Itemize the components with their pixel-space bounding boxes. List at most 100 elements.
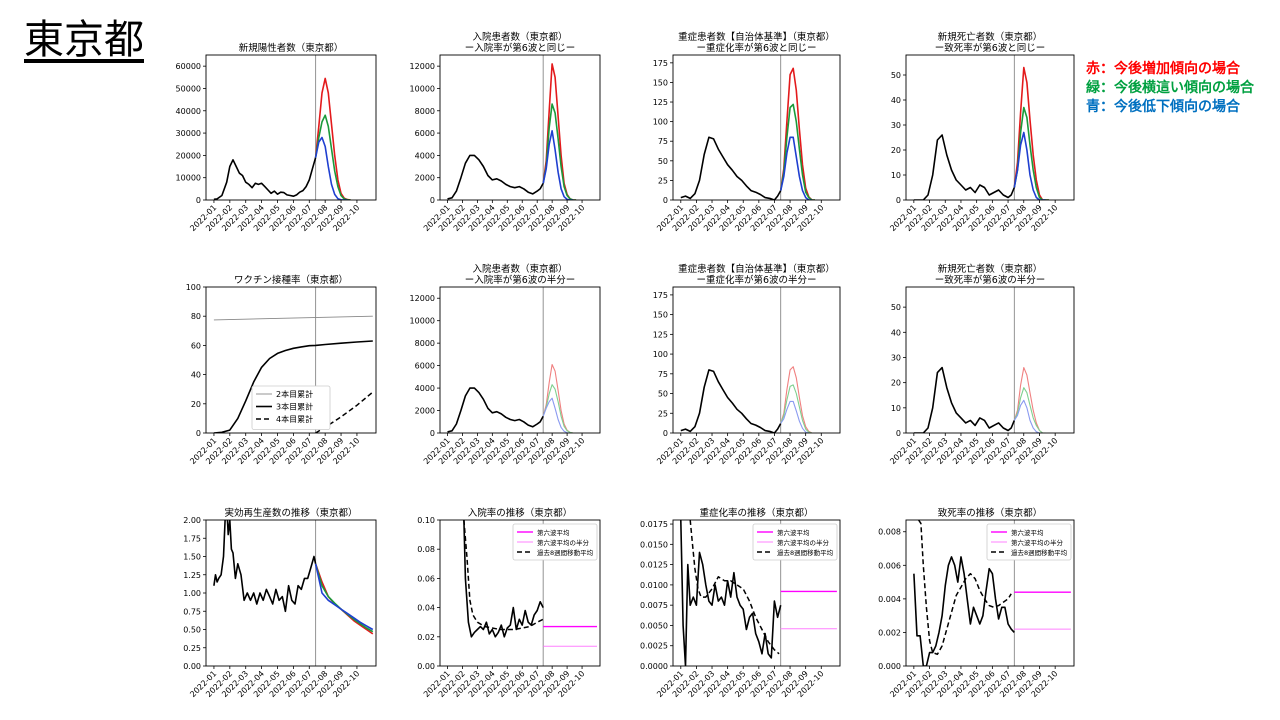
y-tick-label: 10000 — [410, 84, 435, 93]
y-tick-label: 10000 — [176, 174, 201, 183]
chart-title-line: ー入院率が第6波の半分ー — [465, 274, 576, 286]
y-tick-label: 0 — [430, 429, 435, 438]
chart-hosp_half: 入院患者数（東京都）ー入院率が第6波の半分ー 0 2000 4000 6000 8000 1… — [410, 263, 601, 466]
plot-frame — [439, 286, 601, 434]
y-tick-label: 50 — [658, 390, 668, 399]
y-tick-label: 0.0175 — [640, 520, 668, 529]
series-line-actual — [680, 369, 782, 433]
y-tick-label: 60000 — [176, 62, 201, 71]
chart-legend — [251, 385, 331, 430]
y-tick-label: 100 — [653, 118, 668, 127]
series-group — [447, 363, 574, 433]
y-tick-label: 0.004 — [878, 595, 901, 604]
plot-frame — [672, 519, 841, 667]
series-line-blue — [1013, 131, 1046, 200]
y-tick-label: 25 — [658, 409, 668, 418]
chart-legend — [512, 523, 598, 561]
chart-hosp_rate: 入院率の推移（東京都）0.000.020.040.060.080.102022-… — [417, 507, 601, 699]
chart-title-line: ー重症化率が第6波と同じー — [696, 42, 816, 54]
series-group — [680, 520, 837, 666]
y-tick-label: 100 — [653, 350, 668, 359]
y-tick-label: 10 — [891, 171, 901, 180]
y-tick-label: 40 — [191, 371, 201, 380]
series-line-actual — [447, 154, 544, 200]
y-tick-label: 0.0050 — [640, 621, 668, 630]
series-line-actual — [680, 520, 782, 666]
series-line-actual — [680, 136, 782, 200]
y-tick-label: 4000 — [415, 384, 435, 393]
y-tick-label: 20 — [191, 400, 201, 409]
chart-title-line: ー重症化率が第6波の半分ー — [696, 274, 816, 286]
y-tick-label: 40000 — [176, 107, 201, 116]
chart-vacc: ワクチン接種率（東京都）0204060801002022-012022-0220… — [186, 274, 377, 466]
chart-title-line: 新規死亡者数（東京都） — [938, 31, 1043, 43]
chart-title-line: 重症患者数【自治体基準】（東京都） — [678, 31, 835, 43]
series-group — [213, 520, 374, 635]
y-tick-label: 0.00 — [417, 662, 435, 671]
y-tick-label: 0.02 — [417, 633, 435, 642]
chart-death: 新規死亡者数（東京都）ー致死率が第6波と同じー010203040502022-0… — [888, 31, 1075, 233]
y-tick-label: 150 — [653, 78, 668, 87]
series-group — [213, 315, 374, 433]
series-line-dashed — [463, 520, 544, 631]
y-tick-label: 125 — [653, 330, 668, 339]
y-tick-label: 0.04 — [417, 604, 435, 613]
plot-frame — [205, 54, 377, 201]
series-line-actual — [463, 520, 544, 638]
y-tick-label: 80 — [191, 312, 201, 321]
series-line-red — [314, 563, 374, 635]
series-line-green — [1013, 106, 1049, 200]
y-tick-label: 0 — [896, 429, 901, 438]
chart-death_half: 新規死亡者数（東京都）ー致死率が第6波の半分ー010203040502022-0… — [888, 263, 1075, 466]
y-tick-label: 100 — [186, 283, 201, 292]
series-group — [680, 366, 813, 433]
chart-death_rate: 致死率の推移（東京都）0.0000.0020.0040.0060.0082022… — [878, 507, 1075, 699]
series-line-actual — [447, 387, 544, 433]
y-tick-label: 0.08 — [417, 545, 435, 554]
chart-title-line: ワクチン接種率（東京都） — [234, 274, 348, 286]
y-tick-label: 50 — [891, 71, 901, 80]
chart-legend — [752, 523, 838, 561]
legend-label: 2本目累計 — [276, 389, 313, 399]
y-tick-label: 0 — [196, 429, 201, 438]
series-group — [913, 66, 1049, 200]
series-line-actual — [213, 157, 317, 200]
y-tick-label: 50 — [891, 303, 901, 312]
y-tick-label: 10000 — [410, 317, 435, 326]
y-tick-label: 1.00 — [183, 589, 201, 598]
y-tick-label: 0.0125 — [640, 561, 668, 570]
series-line-green_thin — [780, 384, 813, 433]
y-tick-label: 60 — [191, 341, 201, 350]
y-tick-label: 2.00 — [183, 516, 201, 525]
y-tick-label: 1.25 — [183, 571, 201, 580]
series-group — [680, 67, 815, 200]
series-line-green — [314, 563, 374, 633]
y-tick-label: 0.002 — [878, 628, 901, 637]
y-tick-label: 6000 — [415, 362, 435, 371]
legend-red-text: 赤：今後増加傾向の場合 — [1086, 61, 1240, 77]
y-tick-label: 6000 — [415, 129, 435, 138]
plot-frame — [905, 519, 1075, 667]
chart-title-line: 新規陽性者数（東京都） — [239, 42, 344, 54]
plot-frame — [672, 286, 841, 434]
series-line-gray — [213, 315, 373, 321]
series-line-green_thin — [1013, 387, 1046, 433]
chart-title-line: ー入院率が第6波と同じー — [465, 42, 576, 54]
y-tick-label: 0.0150 — [640, 540, 668, 549]
legend-label: 過去8週間移動平均 — [537, 548, 594, 557]
series-line-blue — [779, 136, 812, 200]
y-tick-label: 4000 — [415, 151, 435, 160]
legend-label: 第六波平均の半分 — [537, 538, 590, 547]
scenario-legend: 赤：今後増加傾向の場合 緑：今後横這い傾向の場合 青：今後低下傾向の場合 — [1086, 60, 1254, 117]
series-group — [913, 366, 1046, 433]
plot-frame — [205, 519, 377, 667]
legend-green-text: 緑：今後横這い傾向の場合 — [1086, 80, 1254, 96]
chart-hosp: 入院患者数（東京都）ー入院率が第6波と同じー 0 2000 4000 6000 8000 1… — [410, 31, 601, 233]
series-line-green — [542, 103, 577, 200]
y-tick-label: 12000 — [410, 294, 435, 303]
legend-label: 4本目累計 — [276, 414, 313, 424]
y-tick-label: 0 — [663, 196, 668, 205]
series-line-blue_thin — [780, 400, 809, 433]
series-line-green — [779, 103, 815, 200]
